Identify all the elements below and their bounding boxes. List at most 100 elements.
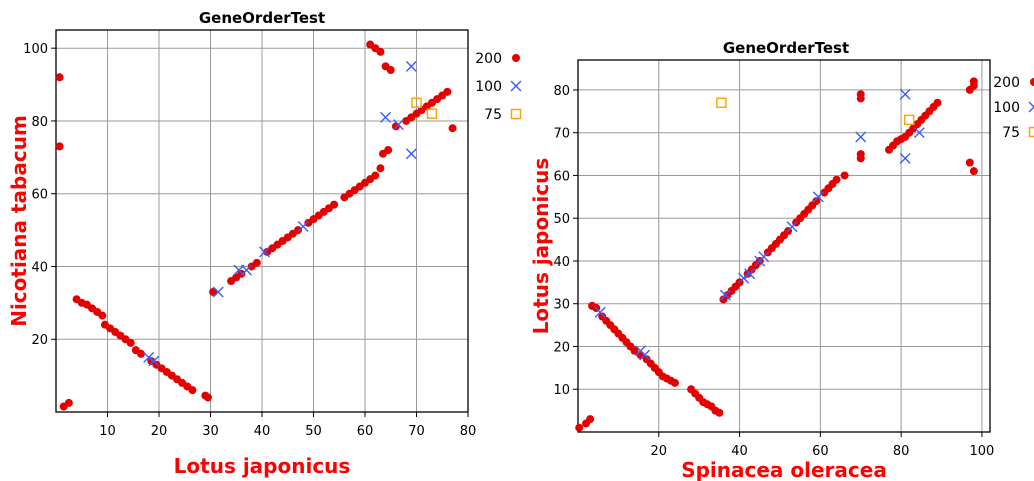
legend-label: 200 bbox=[993, 75, 1020, 91]
data-point bbox=[448, 124, 457, 133]
x-stroke bbox=[738, 272, 750, 284]
data-point bbox=[899, 152, 911, 164]
x-stroke bbox=[212, 286, 224, 298]
data-point bbox=[716, 97, 727, 109]
x-stroke bbox=[405, 148, 417, 160]
data-point bbox=[241, 264, 253, 276]
data-point bbox=[965, 158, 974, 167]
y-axis-label: Lotus japonicus bbox=[529, 158, 553, 335]
series-200 bbox=[575, 77, 978, 432]
x-stroke bbox=[786, 221, 798, 233]
legend-label: 100 bbox=[993, 100, 1020, 116]
series-75 bbox=[716, 97, 915, 126]
x-stroke bbox=[241, 264, 253, 276]
data-point bbox=[758, 251, 770, 263]
data-point bbox=[330, 200, 339, 209]
data-point bbox=[812, 197, 821, 206]
legend-marker bbox=[1030, 78, 1034, 86]
data-point bbox=[639, 349, 651, 361]
x-tick-label: 20 bbox=[151, 424, 168, 439]
y-axis-label: Nicotiana tabacum bbox=[7, 115, 31, 327]
y-tick-label: 10 bbox=[553, 383, 570, 398]
y-tick-label: 80 bbox=[553, 84, 570, 99]
y-tick-label: 60 bbox=[31, 188, 48, 203]
y-tick-label: 50 bbox=[553, 212, 570, 227]
x-stroke bbox=[259, 246, 271, 258]
x-tick-label: 60 bbox=[357, 424, 374, 439]
legend-label: 100 bbox=[475, 79, 502, 95]
data-point bbox=[371, 171, 380, 180]
data-point bbox=[586, 415, 595, 424]
series-100 bbox=[594, 88, 925, 361]
data-point bbox=[203, 393, 212, 402]
y-tick-label: 20 bbox=[31, 333, 48, 348]
data-point bbox=[252, 258, 261, 267]
x-stroke bbox=[1028, 106, 1034, 113]
x-stroke bbox=[913, 127, 925, 139]
data-point bbox=[233, 264, 245, 276]
x-tick-label: 50 bbox=[305, 424, 322, 439]
chart-title: GeneOrderTest bbox=[723, 39, 849, 57]
series-75 bbox=[411, 97, 438, 119]
data-point bbox=[856, 90, 865, 99]
legend: 200 100 75 bbox=[993, 75, 1034, 141]
x-stroke bbox=[405, 60, 417, 72]
data-point bbox=[143, 351, 155, 363]
data-point bbox=[376, 47, 385, 56]
data-point bbox=[812, 191, 824, 203]
x-tick-label: 20 bbox=[651, 444, 668, 459]
data-point bbox=[392, 119, 404, 131]
data-point bbox=[386, 66, 395, 75]
legend-label: 75 bbox=[1002, 125, 1020, 141]
x-stroke bbox=[855, 131, 867, 143]
x-stroke bbox=[392, 119, 404, 131]
data-point bbox=[136, 349, 145, 358]
data-point bbox=[376, 164, 385, 173]
plot-frame bbox=[577, 59, 991, 433]
x-tick-label: 30 bbox=[202, 424, 219, 439]
y-tick-label: 40 bbox=[31, 260, 48, 275]
x-axis-label: Spinacea oleracea bbox=[681, 458, 887, 481]
data-point bbox=[630, 346, 639, 355]
data-point bbox=[405, 60, 417, 72]
data-point bbox=[405, 148, 417, 160]
data-point bbox=[426, 108, 438, 119]
data-point bbox=[55, 73, 64, 82]
data-point bbox=[715, 408, 724, 417]
legend-marker bbox=[510, 108, 522, 120]
x-tick-label: 10 bbox=[99, 424, 116, 439]
data-point bbox=[899, 88, 911, 100]
x-stroke bbox=[380, 111, 392, 123]
legend: 200 100 75 bbox=[475, 51, 522, 123]
data-point bbox=[384, 146, 393, 155]
series-100 bbox=[143, 60, 417, 367]
x-stroke bbox=[233, 264, 245, 276]
data-point bbox=[297, 220, 309, 232]
data-point bbox=[411, 97, 422, 109]
x-stroke bbox=[510, 80, 522, 92]
y-tick-label: 60 bbox=[553, 169, 570, 184]
data-point bbox=[738, 272, 750, 284]
data-point bbox=[719, 289, 731, 301]
x-stroke bbox=[899, 88, 911, 100]
legend-marker bbox=[1028, 101, 1034, 113]
data-point bbox=[744, 268, 756, 280]
data-point bbox=[840, 171, 849, 180]
data-point bbox=[933, 98, 942, 107]
data-point bbox=[969, 167, 978, 176]
data-point bbox=[148, 355, 160, 367]
y-tick-label: 30 bbox=[553, 298, 570, 313]
y-tick-label: 40 bbox=[553, 255, 570, 270]
x-tick-label: 70 bbox=[408, 424, 425, 439]
x-tick-label: 80 bbox=[460, 424, 477, 439]
data-point bbox=[64, 398, 73, 407]
data-point bbox=[237, 269, 246, 278]
legend-label: 75 bbox=[484, 107, 502, 123]
data-point bbox=[786, 221, 798, 233]
data-point bbox=[575, 423, 584, 432]
chart-1: 10 20 30 40 50 60 70 80 20 40 60 80 100 GeneOrderTest… bbox=[7, 9, 522, 478]
data-point bbox=[913, 127, 925, 139]
x-tick-label: 100 bbox=[970, 444, 995, 459]
x-stroke bbox=[143, 351, 155, 363]
